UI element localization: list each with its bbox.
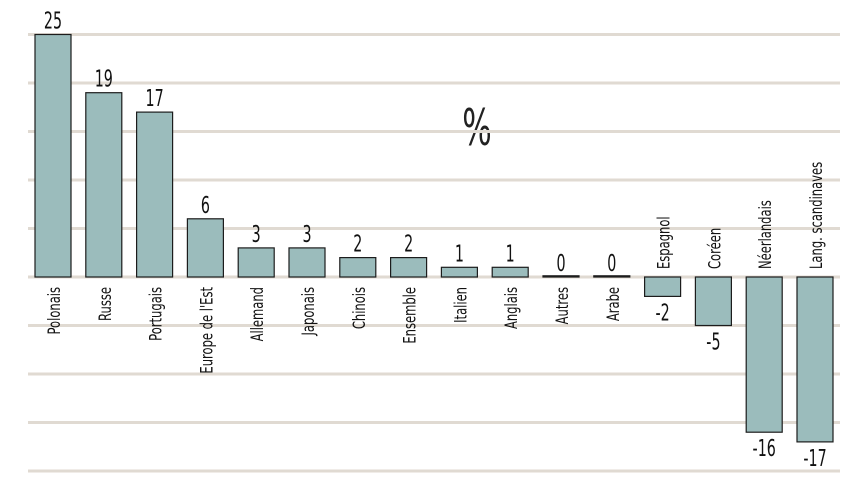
category-label: Lang. scandinaves: [808, 162, 827, 269]
value-label: 2: [353, 230, 362, 258]
bar: [186, 218, 224, 278]
bar: [593, 275, 631, 278]
bar: [237, 247, 275, 278]
bars: [34, 33, 834, 443]
category-label: Néerlandais: [757, 200, 776, 269]
category-label: Polonais: [46, 287, 65, 335]
bar: [34, 33, 72, 278]
value-label: 17: [146, 84, 164, 112]
category-label: Arabe: [605, 287, 624, 321]
value-label: 1: [455, 240, 464, 268]
category-label: Anglais: [503, 287, 522, 329]
category-label: Espagnol: [656, 216, 675, 269]
bar: [136, 111, 174, 278]
bar: [643, 276, 682, 297]
value-label: -2: [655, 299, 669, 327]
bar: [542, 275, 580, 278]
bar: [694, 276, 733, 327]
category-label: Europe de l'Est: [198, 287, 217, 374]
bar: [491, 266, 529, 278]
value-label: -5: [706, 328, 720, 356]
value-label: 1: [506, 240, 515, 268]
value-label: -17: [803, 444, 826, 472]
unit-label: %: [462, 99, 492, 157]
category-label: Italien: [452, 287, 471, 323]
bar: [339, 257, 377, 278]
value-label: 6: [201, 191, 210, 219]
value-label: 0: [607, 249, 616, 277]
bar: [288, 247, 326, 278]
category-label: Autres: [554, 287, 573, 324]
bar: [440, 266, 478, 278]
bar: [745, 276, 783, 433]
value-label: 25: [44, 7, 62, 35]
value-label: 3: [302, 220, 311, 248]
value-label: 2: [404, 230, 413, 258]
value-label: -16: [753, 435, 776, 463]
category-label: Ensemble: [402, 287, 421, 344]
category-label: Allemand: [249, 287, 268, 341]
value-label: 19: [95, 65, 113, 93]
value-label: 3: [252, 220, 261, 248]
category-label: Russe: [97, 287, 116, 321]
labels: 25 Polonais 19 Russe 17 Portugais 6 Europe de l…: [44, 7, 827, 472]
category-label: Japonais: [300, 287, 319, 336]
bar: [796, 276, 834, 443]
bar: [85, 92, 123, 278]
category-label: Chinois: [351, 287, 370, 329]
value-label: 0: [556, 249, 565, 277]
category-label: Portugais: [148, 287, 167, 341]
bar: [390, 257, 428, 278]
category-label: Coréen: [706, 228, 725, 269]
